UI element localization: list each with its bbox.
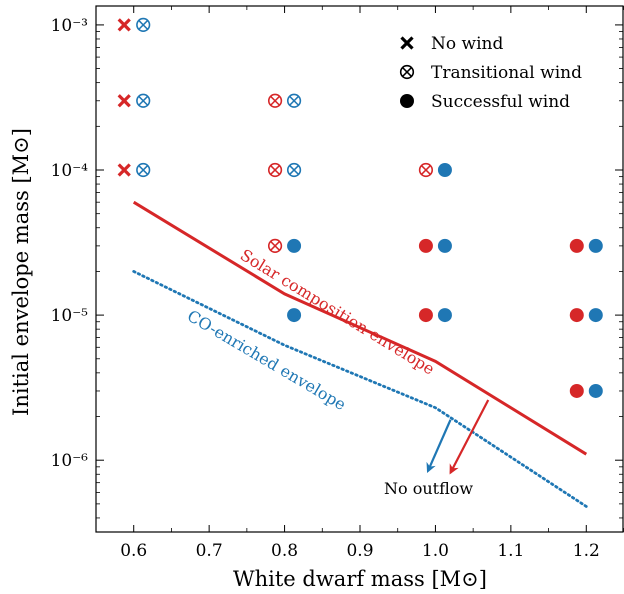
x-tick-label: 0.6	[120, 541, 147, 561]
x-tick-label: 1.0	[422, 541, 449, 561]
marker-dot	[588, 383, 603, 398]
data-point-co-successful	[588, 238, 603, 253]
arrow-co	[426, 419, 452, 474]
legend-marker-cross	[400, 36, 414, 50]
marker-cross-stroke	[138, 95, 149, 106]
marker-dot	[437, 308, 452, 323]
marker-dot	[418, 308, 433, 323]
data-point-solar-successful	[569, 383, 584, 398]
data-point-co-successful	[588, 383, 603, 398]
marker-ring	[286, 93, 302, 108]
data-point-co-transitional	[136, 93, 151, 108]
arrow-solar	[449, 399, 490, 475]
marker-dot	[569, 308, 584, 323]
marker-dot	[569, 383, 584, 398]
boundary-lines	[132, 200, 588, 508]
marker-cross-stroke	[420, 165, 431, 175]
marker-ring	[136, 93, 151, 108]
x-tick-label: 0.9	[346, 541, 373, 561]
data-point-solar-successful	[418, 238, 433, 253]
x-tick-label: 1.2	[573, 541, 600, 561]
y-axis-label: Initial envelope mass [M⊙]	[9, 128, 33, 416]
legend-label: No wind	[431, 34, 503, 54]
data-point-co-transitional	[286, 93, 302, 108]
marker-cross-stroke	[402, 67, 412, 77]
data-point-co-successful	[287, 238, 302, 253]
data-point-co-successful	[437, 163, 452, 178]
x-tick-label: 1.1	[497, 541, 524, 561]
legend-marker-otimes	[399, 64, 415, 80]
data-point-co-successful	[588, 308, 603, 323]
x-tick-label: 0.7	[196, 541, 223, 561]
marker-cross-stroke	[270, 95, 281, 106]
marker-dot	[437, 238, 452, 253]
marker-cross-stroke	[289, 95, 300, 106]
marker-ring	[286, 162, 302, 178]
x-axis-label: White dwarf mass [M⊙]	[233, 567, 487, 591]
marker-cross-stroke	[270, 165, 281, 175]
data-point-solar-none	[117, 163, 131, 177]
legend-label: Successful wind	[431, 92, 570, 112]
y-tick-label: 10⁻³	[51, 16, 88, 36]
marker-ring	[267, 162, 283, 178]
data-point-solar-transitional	[267, 93, 283, 108]
marker-dot	[287, 308, 302, 323]
data-point-co-transitional	[286, 162, 302, 178]
legend: No wind Transitional wind Successful wind	[399, 34, 582, 112]
data-point-solar-successful	[418, 308, 433, 323]
axes: 0.6 0.7 0.8 0.9 1.0 1.1 1.2 10⁻⁶ 10⁻⁵ 10⁻⁴ 10⁻³	[51, 5, 624, 561]
data-points	[117, 17, 603, 398]
data-point-co-transitional	[136, 162, 151, 178]
data-point-solar-none	[117, 94, 131, 108]
marker-ring	[399, 64, 415, 80]
data-point-co-successful	[437, 308, 452, 323]
marker-ring	[136, 162, 151, 178]
marker-cross-stroke	[400, 36, 414, 50]
data-point-solar-transitional	[267, 238, 283, 253]
marker-dot	[588, 308, 603, 323]
marker-cross-stroke	[138, 165, 149, 175]
y-tick-label: 10⁻⁶	[51, 451, 89, 471]
marker-ring	[267, 93, 283, 108]
data-point-co-successful	[287, 308, 302, 323]
marker-dot	[588, 238, 603, 253]
marker-ring	[267, 238, 283, 253]
data-point-solar-transitional	[418, 162, 434, 178]
plot-frame	[95, 5, 624, 533]
y-tick-label: 10⁻⁵	[51, 306, 89, 326]
boundary-solar	[132, 200, 588, 456]
marker-cross-stroke	[117, 163, 131, 177]
annotations: Solar composition envelope CO-enriched e…	[184, 245, 490, 498]
boundary-co	[132, 270, 588, 508]
marker-ring	[136, 17, 151, 33]
y-tick-label: 10⁻⁴	[51, 161, 89, 181]
no-outflow-label: No outflow	[384, 479, 473, 498]
marker-cross-stroke	[117, 94, 131, 108]
marker-dot	[400, 94, 414, 108]
marker-dot	[287, 238, 302, 253]
data-point-co-successful	[437, 238, 452, 253]
legend-label: Transitional wind	[431, 63, 582, 83]
marker-cross-stroke	[138, 19, 149, 30]
boundary-label-co: CO-enriched envelope	[184, 306, 349, 414]
legend-marker-dot	[400, 94, 414, 108]
data-point-solar-transitional	[267, 162, 283, 178]
marker-ring	[418, 162, 434, 178]
x-tick-label: 0.8	[271, 541, 298, 561]
marker-dot	[437, 163, 452, 178]
data-point-solar-none	[117, 18, 131, 32]
data-point-co-transitional	[136, 17, 151, 33]
marker-cross-stroke	[117, 18, 131, 32]
data-point-solar-successful	[569, 238, 584, 253]
data-point-solar-successful	[569, 308, 584, 323]
marker-cross-stroke	[289, 165, 300, 175]
marker-dot	[569, 238, 584, 253]
marker-dot	[418, 238, 433, 253]
marker-cross-stroke	[270, 240, 281, 251]
